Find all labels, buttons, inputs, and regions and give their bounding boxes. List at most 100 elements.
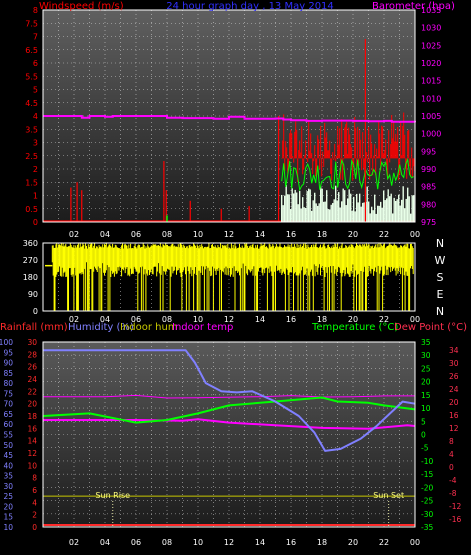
legend-humidity: Humidity (%) [68,322,134,333]
hum-tick-label: 70 [3,400,13,409]
dew-tick-label: 30 [449,359,459,368]
wind-tick-label: 7 [33,33,38,42]
dew-tick-label: 0 [449,463,454,472]
x-tick-label: 00 [410,315,420,324]
temp-tick-label: 5 [421,417,426,426]
humidity-line [43,349,416,452]
x-tick-label: 10 [193,230,203,239]
x-tick-label: 18 [317,230,327,239]
rain-tick-label: 28 [27,350,37,359]
rain-tick-label: 20 [27,400,37,409]
baro-tick-label: 1035 [421,6,441,15]
hum-tick-label: 40 [3,461,13,470]
x-tick-label: 08 [162,315,172,324]
x-tick-label: 10 [193,315,203,324]
rain-tick-label: 14 [27,437,37,446]
baro-tick-label: 985 [421,183,436,192]
compass-label: W [435,254,446,267]
rain-tick-label: 6 [32,486,37,495]
dir-tick-label: 90 [28,290,38,299]
compass-label: E [437,288,444,301]
hum-tick-label: 90 [3,359,13,368]
hum-tick-label: 30 [3,482,13,491]
baro-tick-label: 980 [421,200,436,209]
dew-tick-label: 34 [449,346,459,355]
series-layer [42,39,416,527]
x-tick-label: 06 [131,538,141,547]
x-tick-label: 06 [131,230,141,239]
wind-tick-label: 6.5 [25,46,38,55]
x-tick-label: 08 [162,538,172,547]
wind-panel-frame [42,9,416,223]
barometer-line [43,115,416,123]
wind-tick-label: 1 [33,192,38,201]
wind-tick-label: 3 [33,139,38,148]
temp-tick-label: 35 [421,338,431,347]
temp-tick-label: -20 [421,483,433,492]
temp-tick-label: -25 [421,497,433,506]
hum-tick-label: 80 [3,379,13,388]
hum-tick-label: 45 [3,451,13,460]
x-tick-label: 22 [379,538,389,547]
hum-tick-label: 15 [3,513,13,522]
rain-tick-label: 10 [27,461,37,470]
legend-indoor-hum: Indoor hum [120,322,178,333]
x-tick-label: 06 [131,315,141,324]
temp-tick-label: 10 [421,404,431,413]
temp-tick-label: -10 [421,457,433,466]
wind-tick-label: 2.5 [25,152,38,161]
dew-tick-label: -8 [449,489,457,498]
x-tick-label: 18 [317,538,327,547]
hum-tick-label: 55 [3,431,13,440]
hum-tick-label: 35 [3,472,13,481]
x-tick-label: 16 [286,538,296,547]
x-tick-label: 12 [224,538,234,547]
dew-tick-label: -4 [449,476,457,485]
temp-tick-label: 0 [421,431,426,440]
wind-tick-label: 2 [33,165,38,174]
wind-tick-label: 0 [33,218,38,227]
rain-tick-label: 30 [27,338,37,347]
temp-panel-frame [42,341,416,528]
hum-tick-label: 25 [3,492,13,501]
x-tick-label: 16 [286,315,296,324]
rain-tick-label: 2 [32,511,37,520]
wind-tick-label: 4.5 [25,99,38,108]
baro-tick-label: 1015 [421,77,441,86]
dir-tick-label: 360 [23,239,38,248]
hum-tick-label: 10 [3,523,13,532]
axis-labels: 0 0.5 1 1.5 2 2.5 3 3.5 4 4.5 5 5.5 6 6.5 7 7.5 8 975 980 9… [0,6,461,547]
wind-tick-label: 3.5 [25,125,38,134]
x-tick-label: 00 [410,230,420,239]
baro-tick-label: 995 [421,147,436,156]
x-tick-label: 04 [100,538,110,547]
wind-tick-label: 6 [33,59,38,68]
x-tick-label: 10 [193,538,203,547]
rain-tick-label: 12 [27,449,37,458]
wind-gust-line [281,157,414,192]
wind-tick-label: 5.5 [25,72,38,81]
wind-tick-label: 0.5 [25,205,38,214]
dir-tick-label: 180 [23,273,38,282]
compass-label: S [437,271,444,284]
x-tick-label: 22 [379,230,389,239]
winddir-panel-frame [42,242,416,312]
legend-dewpoint: Dew Point (°C) [394,322,467,333]
temp-tick-label: -15 [421,470,433,479]
baro-tick-label: 1030 [421,24,441,33]
x-tick-label: 08 [162,230,172,239]
compass-label: N [436,305,444,318]
dew-tick-label: 12 [449,424,459,433]
baro-tick-label: 1005 [421,112,441,121]
wind-tick-label: 8 [33,6,38,15]
rain-tick-label: 26 [27,363,37,372]
baro-tick-label: 1000 [421,130,441,139]
chart-title: 24 hour graph day , 13 May 2014 [166,1,334,12]
temp-tick-label: -5 [421,444,429,453]
temp-tick-label: 20 [421,378,431,387]
rain-tick-label: 4 [32,498,37,507]
temp-tick-label: 30 [421,351,431,360]
legend-temperature: Temperature (°C) [311,322,398,333]
x-tick-label: 20 [348,315,358,324]
